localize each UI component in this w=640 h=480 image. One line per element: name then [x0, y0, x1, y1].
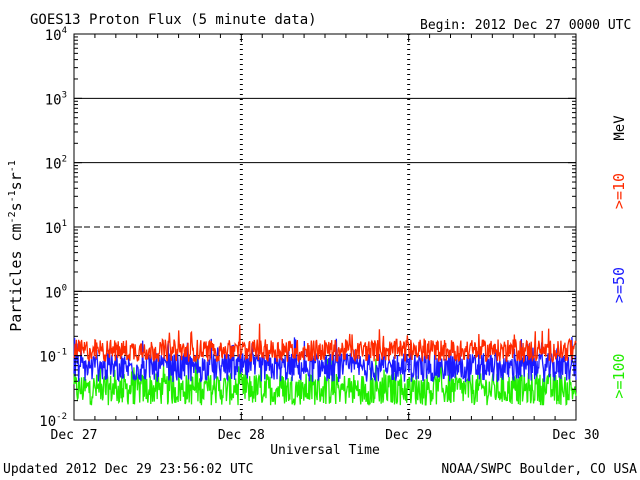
begin-label: Begin: 2012 Dec 27 0000 UTC [420, 18, 631, 33]
x-axis-ticks: Dec 27 Dec 28 Dec 29 Dec 30 [51, 34, 600, 443]
y-axis-label: Particles cm-2s-1sr-1 [7, 160, 25, 332]
footer-updated: Updated 2012 Dec 29 23:56:02 UTC [3, 462, 253, 477]
y-label-sup-2: -1 [7, 190, 18, 202]
y-tick-label-1: 10-1 [39, 348, 67, 366]
legend-series-ge100: >=100 [610, 353, 628, 398]
x-tick-label-0: Dec 27 [51, 428, 98, 443]
x-tick-label-3: Dec 30 [553, 428, 600, 443]
chart-title: GOES13 Proton Flux (5 minute data) [30, 12, 317, 28]
y-label-sup-3: -1 [7, 160, 18, 172]
y-label-sup-1: -2 [7, 211, 18, 223]
series-line-ge50 [73, 337, 577, 383]
series-layer [73, 323, 577, 406]
y-tick-label-2: 100 [45, 283, 67, 301]
legend-series-ge50: >=50 [610, 267, 628, 303]
legend-series-ge10: >=10 [610, 173, 628, 209]
y-label-mid-2: sr [7, 172, 25, 190]
y-tick-label-4: 102 [45, 155, 67, 173]
y-tick-label-0: 10-2 [39, 412, 67, 430]
footer-source: NOAA/SWPC Boulder, CO USA [441, 462, 637, 477]
legend-unit-mev: MeV [612, 115, 628, 141]
x-tick-label-1: Dec 28 [218, 428, 265, 443]
series-line-ge10 [73, 323, 577, 364]
y-label-mid-1: s [7, 202, 25, 211]
x-axis-label: Universal Time [270, 443, 380, 458]
y-tick-label-5: 103 [45, 90, 67, 108]
x-tick-label-2: Dec 29 [385, 428, 432, 443]
y-tick-label-3: 101 [45, 219, 67, 237]
y-label-main: Particles cm [7, 223, 25, 331]
y-axis-ticks: 10-2 10-1 100 101 102 103 104 [39, 26, 576, 430]
y-tick-label-6: 104 [45, 26, 67, 44]
